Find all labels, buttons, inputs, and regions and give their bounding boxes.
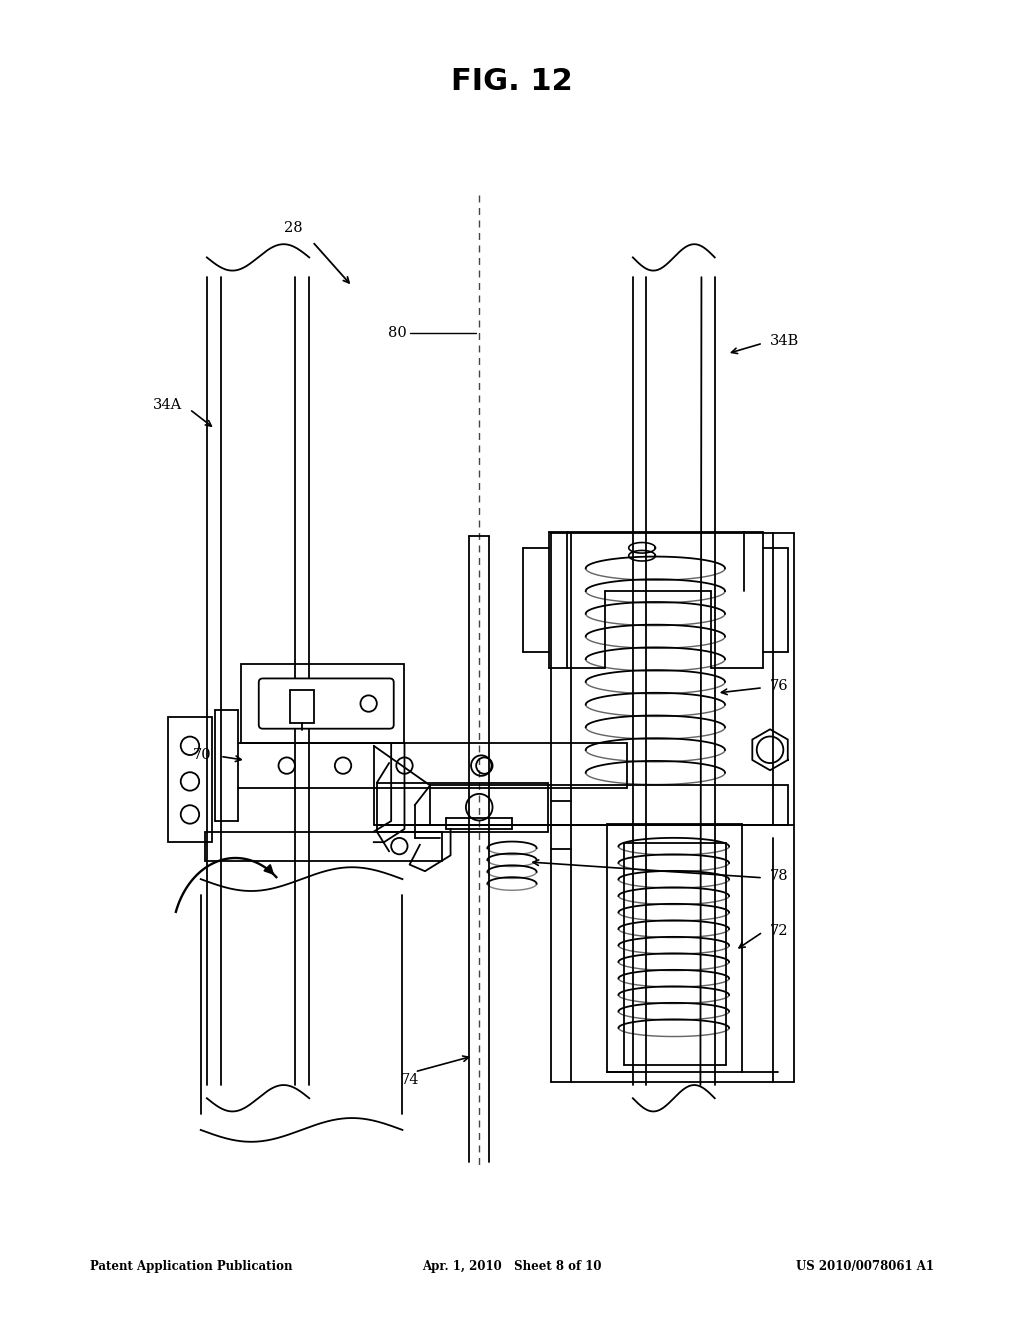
Bar xyxy=(241,664,404,743)
Text: 76: 76 xyxy=(770,680,788,693)
Text: 78: 78 xyxy=(770,870,788,883)
Text: 74: 74 xyxy=(400,1073,419,1086)
Bar xyxy=(205,832,442,861)
Text: 28: 28 xyxy=(284,222,302,235)
Text: 80: 80 xyxy=(388,326,407,339)
Text: Apr. 1, 2010   Sheet 8 of 10: Apr. 1, 2010 Sheet 8 of 10 xyxy=(422,1261,602,1272)
Bar xyxy=(430,785,788,825)
Bar xyxy=(168,717,212,842)
Text: 72: 72 xyxy=(770,924,788,937)
Text: Patent Application Publication: Patent Application Publication xyxy=(90,1261,293,1272)
Text: US 2010/0078061 A1: US 2010/0078061 A1 xyxy=(796,1261,934,1272)
Text: 34A: 34A xyxy=(153,399,182,412)
Text: 70: 70 xyxy=(193,748,211,762)
Bar xyxy=(290,690,314,723)
Bar xyxy=(238,743,627,788)
FancyBboxPatch shape xyxy=(259,678,394,729)
Text: FIG. 12: FIG. 12 xyxy=(452,67,572,96)
Bar xyxy=(377,783,548,832)
Text: 34B: 34B xyxy=(770,334,800,347)
